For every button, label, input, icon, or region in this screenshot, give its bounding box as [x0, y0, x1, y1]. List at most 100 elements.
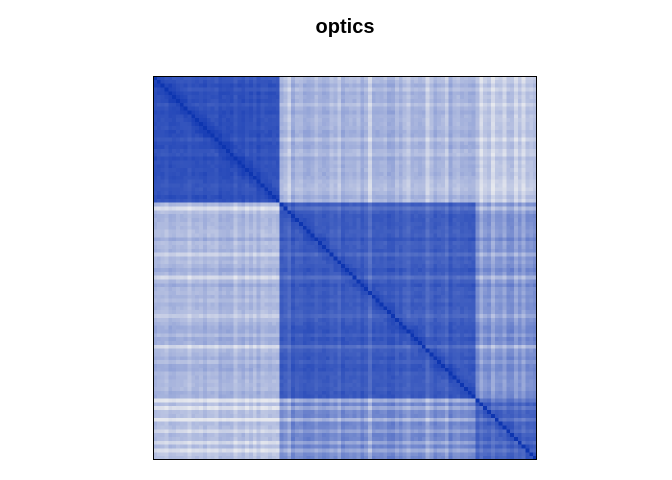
heatmap-cell [229, 148, 235, 154]
heatmap-cell [452, 164, 457, 169]
heatmap-cell [345, 244, 350, 250]
heatmap-cell [306, 210, 311, 215]
heatmap-cell [483, 175, 488, 181]
heatmap-cell [333, 114, 338, 119]
heatmap-cell [345, 198, 350, 204]
heatmap-cell [252, 110, 258, 115]
heatmap-cell [487, 264, 492, 269]
heatmap-cell [172, 202, 177, 207]
heatmap-cell [164, 195, 169, 200]
heatmap-cell [172, 237, 177, 242]
heatmap-cell [433, 133, 438, 138]
heatmap-cell [333, 164, 338, 169]
heatmap-cell [314, 137, 319, 142]
heatmap-cell [225, 152, 231, 158]
heatmap-cell [525, 198, 530, 204]
heatmap-cell [510, 99, 515, 104]
heatmap-cell [341, 191, 346, 196]
heatmap-cell [183, 79, 188, 85]
heatmap-cell [341, 145, 346, 150]
heatmap-cell [368, 168, 373, 173]
heatmap-cell [306, 183, 311, 188]
heatmap-cell [310, 202, 315, 207]
heatmap-cell [195, 172, 200, 177]
heatmap-cell [287, 260, 292, 265]
heatmap-cell [398, 172, 403, 177]
heatmap-cell [533, 221, 537, 227]
heatmap-cell [417, 264, 423, 269]
heatmap-cell [206, 129, 211, 134]
heatmap-cell [521, 118, 526, 123]
heatmap-cell [387, 91, 392, 96]
heatmap-cell [329, 79, 334, 85]
heatmap-cell [341, 229, 346, 234]
heatmap-cell [402, 225, 407, 230]
heatmap-cell [375, 79, 380, 85]
heatmap-cell [398, 237, 403, 242]
heatmap-cell [375, 91, 380, 96]
heatmap-cell [199, 152, 204, 158]
heatmap-cell [264, 148, 269, 154]
heatmap-cell [456, 172, 461, 177]
heatmap-cell [306, 252, 311, 257]
heatmap-cell [222, 164, 227, 169]
heatmap-cell [310, 148, 315, 154]
heatmap-cell [494, 106, 499, 111]
heatmap-cell [179, 152, 185, 158]
heatmap-cell [368, 76, 373, 81]
heatmap-cell [233, 252, 238, 257]
heatmap-cell [333, 248, 338, 254]
heatmap-cell [229, 264, 235, 269]
heatmap-cell [191, 248, 196, 254]
heatmap-cell [229, 210, 235, 215]
heatmap-cell [264, 160, 269, 165]
heatmap-cell [517, 198, 523, 204]
heatmap-cell [183, 168, 188, 173]
heatmap-cell [410, 233, 415, 238]
heatmap-cell [164, 99, 169, 104]
heatmap-cell [387, 102, 392, 108]
heatmap-cell [444, 264, 450, 269]
heatmap-cell [279, 106, 284, 111]
heatmap-cell [252, 145, 258, 150]
heatmap-cell [183, 160, 188, 165]
heatmap-cell [183, 206, 188, 211]
heatmap-cell [529, 195, 534, 200]
heatmap-cell [475, 233, 480, 238]
heatmap-cell [475, 256, 480, 261]
heatmap-cell [225, 99, 231, 104]
heatmap-cell [275, 87, 281, 92]
heatmap-cell [437, 114, 442, 119]
heatmap-cell [402, 83, 407, 88]
heatmap-cell [490, 237, 496, 242]
heatmap-cell [475, 91, 480, 96]
heatmap-cell [356, 229, 361, 234]
heatmap-cell [252, 210, 258, 215]
heatmap-cell [195, 141, 200, 146]
heatmap-cell [498, 210, 503, 215]
heatmap-cell [210, 241, 215, 246]
heatmap-cell [371, 137, 377, 142]
heatmap-cell [487, 191, 492, 196]
heatmap-cell [506, 114, 511, 119]
heatmap-cell [490, 152, 496, 158]
heatmap-cell [513, 129, 519, 134]
heatmap-cell [168, 106, 173, 111]
heatmap-cell [156, 145, 162, 150]
heatmap-cell [176, 129, 181, 134]
heatmap-cell [245, 129, 250, 134]
heatmap-cell [298, 95, 304, 100]
heatmap-cell [345, 252, 350, 257]
heatmap-cell [279, 122, 284, 127]
heatmap-cell [310, 168, 315, 173]
heatmap-cell [279, 129, 284, 134]
heatmap-cell [306, 110, 311, 115]
heatmap-cell [368, 206, 373, 211]
heatmap-cell [429, 210, 434, 215]
heatmap-cell [283, 141, 288, 146]
heatmap-cell [176, 233, 181, 238]
heatmap-cell [441, 221, 446, 227]
heatmap-cell [383, 125, 388, 131]
heatmap-cell [479, 198, 484, 204]
heatmap-cell [464, 102, 469, 108]
